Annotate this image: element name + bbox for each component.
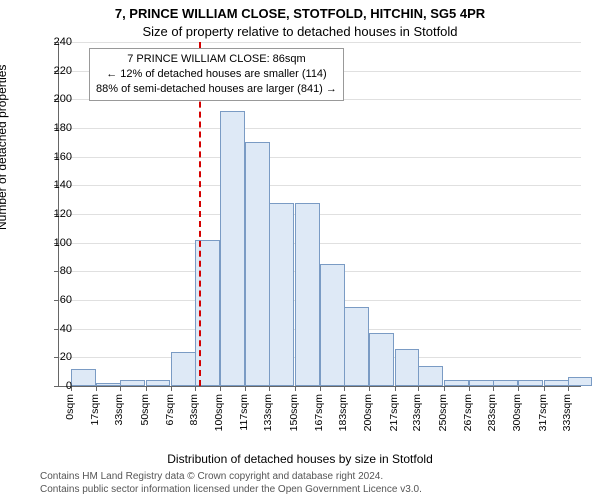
histogram-bar	[295, 203, 320, 386]
x-tick-mark	[220, 386, 221, 391]
histogram-bar	[369, 333, 394, 386]
y-tick-label: 60	[44, 294, 72, 306]
histogram-bar	[220, 111, 245, 386]
x-tick-mark	[469, 386, 470, 391]
x-tick-label: 267sqm	[462, 394, 474, 431]
histogram-bar	[493, 380, 518, 386]
y-tick-label: 80	[44, 265, 72, 277]
x-axis-label: Distribution of detached houses by size …	[0, 452, 600, 466]
gridline	[59, 42, 581, 43]
x-tick-mark	[96, 386, 97, 391]
y-tick-label: 0	[44, 380, 72, 392]
gridline	[59, 185, 581, 186]
x-tick-label: 250sqm	[437, 394, 449, 431]
y-tick-label: 140	[44, 179, 72, 191]
annotation-box: 7 PRINCE WILLIAM CLOSE: 86sqm← 12% of de…	[89, 48, 344, 101]
gridline	[59, 157, 581, 158]
chart-title-address: 7, PRINCE WILLIAM CLOSE, STOTFOLD, HITCH…	[0, 6, 600, 21]
x-tick-label: 167sqm	[313, 394, 325, 431]
histogram-bar	[120, 380, 145, 386]
x-tick-label: 233sqm	[411, 394, 423, 431]
histogram-bar	[518, 380, 543, 386]
x-tick-label: 17sqm	[89, 394, 101, 426]
x-tick-label: 33sqm	[113, 394, 125, 426]
x-tick-label: 333sqm	[561, 394, 573, 431]
x-tick-mark	[269, 386, 270, 391]
histogram-bar	[544, 380, 569, 386]
histogram-bar	[171, 352, 196, 386]
gridline	[59, 243, 581, 244]
x-tick-label: 117sqm	[238, 394, 250, 431]
y-tick-label: 40	[44, 323, 72, 335]
x-tick-mark	[344, 386, 345, 391]
histogram-bar	[96, 383, 121, 386]
histogram-plot-area: 7 PRINCE WILLIAM CLOSE: 86sqm← 12% of de…	[58, 42, 581, 387]
histogram-bar	[469, 380, 494, 386]
x-tick-mark	[120, 386, 121, 391]
y-tick-label: 20	[44, 351, 72, 363]
x-tick-mark	[320, 386, 321, 391]
x-tick-mark	[493, 386, 494, 391]
y-tick-label: 200	[44, 93, 72, 105]
credits-block: Contains HM Land Registry data © Crown c…	[40, 471, 422, 496]
x-tick-mark	[544, 386, 545, 391]
annotation-line: ← 12% of detached houses are smaller (11…	[96, 67, 337, 82]
x-tick-label: 150sqm	[288, 394, 300, 431]
histogram-bar	[245, 142, 270, 386]
x-tick-mark	[195, 386, 196, 391]
gridline	[59, 128, 581, 129]
x-tick-mark	[568, 386, 569, 391]
x-tick-label: 217sqm	[388, 394, 400, 431]
y-tick-label: 220	[44, 65, 72, 77]
histogram-bar	[320, 264, 345, 386]
x-tick-label: 183sqm	[337, 394, 349, 431]
y-tick-label: 180	[44, 122, 72, 134]
y-tick-label: 120	[44, 208, 72, 220]
x-tick-mark	[395, 386, 396, 391]
histogram-bar	[418, 366, 443, 386]
y-axis-label: Number of detached properties	[0, 65, 9, 230]
x-tick-label: 100sqm	[213, 394, 225, 431]
x-tick-label: 133sqm	[262, 394, 274, 431]
annotation-line: 88% of semi-detached houses are larger (…	[96, 82, 337, 97]
x-tick-mark	[245, 386, 246, 391]
x-tick-mark	[146, 386, 147, 391]
histogram-bar	[71, 369, 96, 386]
credit-line-1: Contains HM Land Registry data © Crown c…	[40, 471, 422, 484]
histogram-bar	[344, 307, 369, 386]
x-tick-label: 83sqm	[188, 394, 200, 426]
credit-line-2: Contains public sector information licen…	[40, 484, 422, 497]
histogram-bar	[269, 203, 294, 386]
x-tick-label: 200sqm	[362, 394, 374, 431]
x-tick-label: 283sqm	[486, 394, 498, 431]
x-tick-mark	[171, 386, 172, 391]
x-tick-mark	[518, 386, 519, 391]
y-tick-label: 100	[44, 237, 72, 249]
x-tick-label: 50sqm	[139, 394, 151, 426]
histogram-bar	[568, 377, 593, 386]
chart-title-description: Size of property relative to detached ho…	[0, 24, 600, 39]
histogram-bar	[146, 380, 171, 386]
x-tick-mark	[444, 386, 445, 391]
gridline	[59, 214, 581, 215]
x-tick-mark	[418, 386, 419, 391]
y-tick-label: 240	[44, 36, 72, 48]
x-tick-mark	[369, 386, 370, 391]
x-tick-label: 67sqm	[164, 394, 176, 426]
x-tick-label: 317sqm	[537, 394, 549, 431]
histogram-bar	[444, 380, 469, 386]
x-tick-label: 0sqm	[64, 394, 76, 420]
x-tick-mark	[295, 386, 296, 391]
histogram-bar	[395, 349, 420, 386]
annotation-line: 7 PRINCE WILLIAM CLOSE: 86sqm	[96, 52, 337, 67]
x-tick-label: 300sqm	[511, 394, 523, 431]
y-tick-label: 160	[44, 151, 72, 163]
